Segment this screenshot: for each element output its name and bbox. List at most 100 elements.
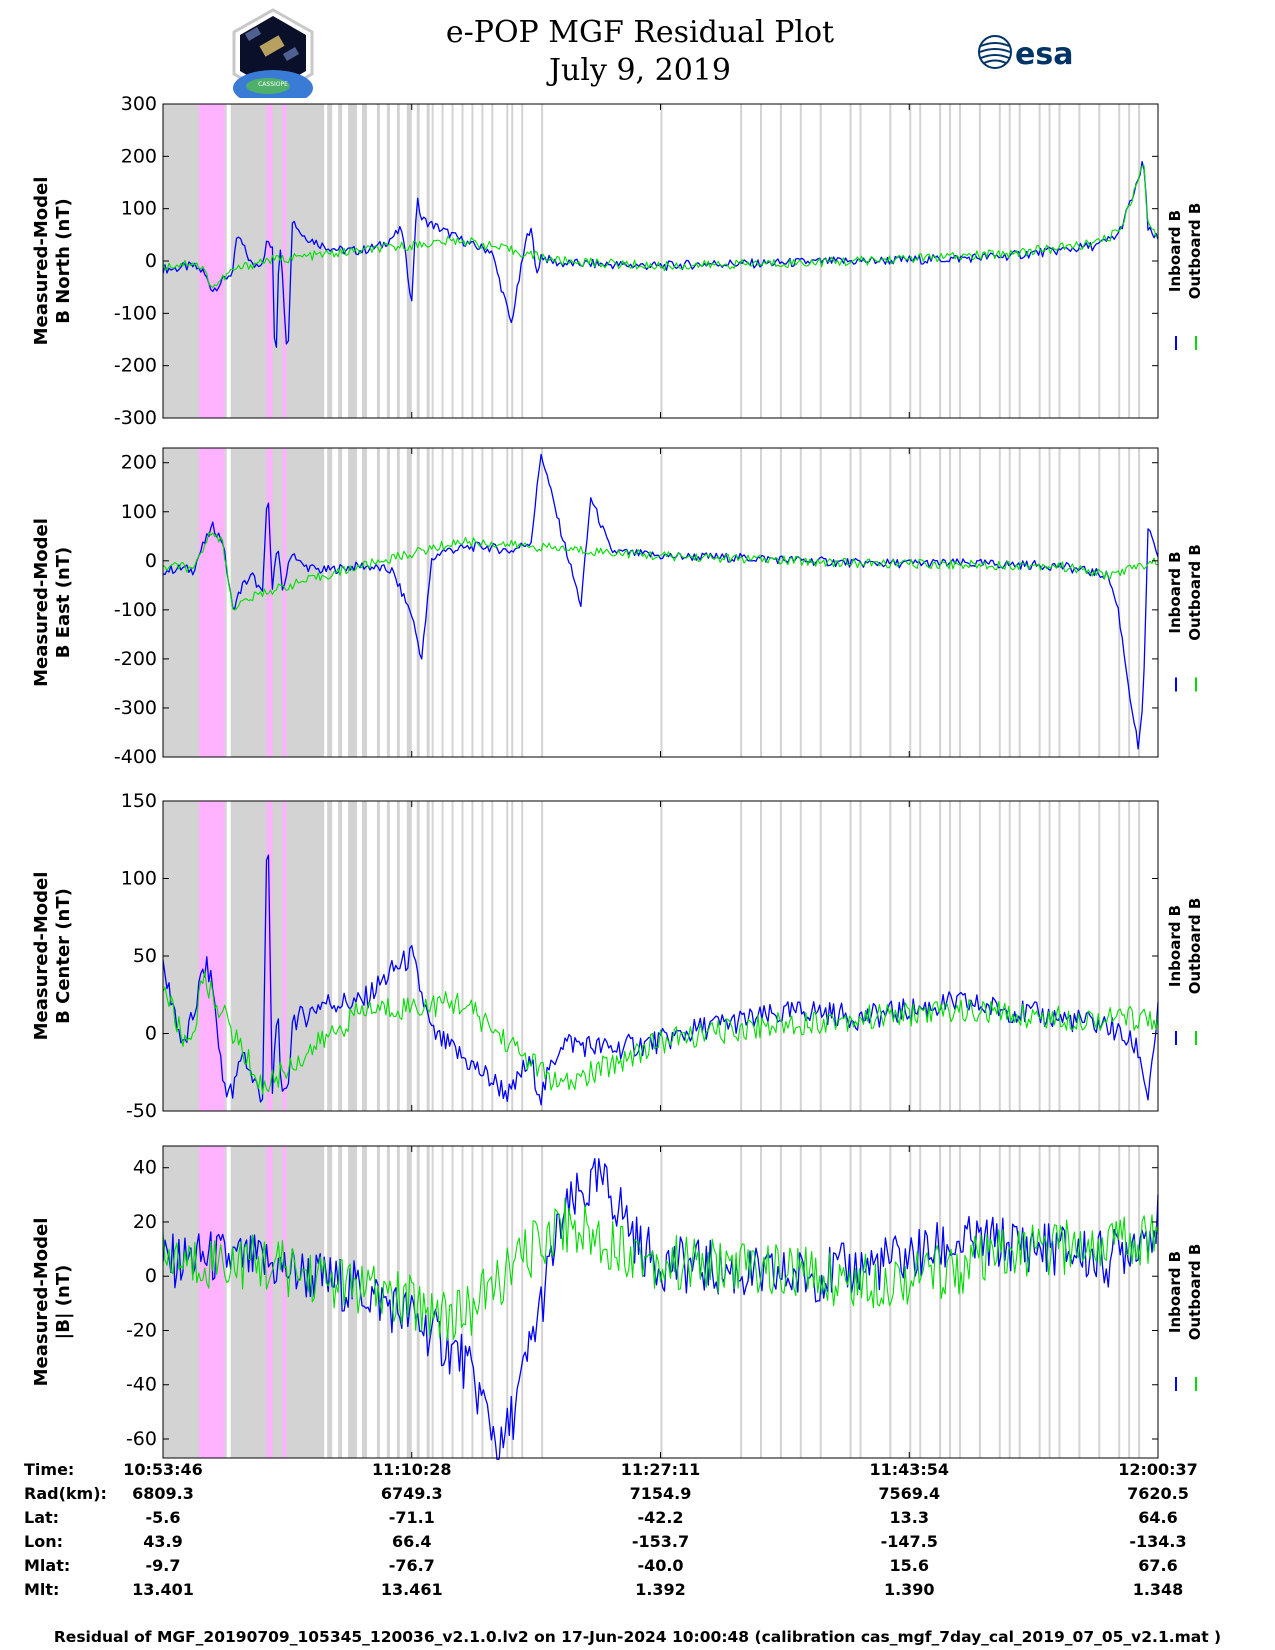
esa-logo-text: esa	[1015, 37, 1073, 72]
data-gap-band	[348, 801, 358, 1111]
data-gap-line	[978, 801, 981, 1111]
data-gap-line	[1128, 801, 1131, 1111]
data-gap-band	[451, 1146, 454, 1458]
data-gap-line	[779, 104, 782, 418]
y-tick-label: 0	[145, 1023, 157, 1045]
data-gap-band	[386, 104, 390, 418]
data-gap-band	[362, 801, 367, 1111]
data-gap-line	[1058, 448, 1061, 757]
data-gap-band	[327, 448, 333, 757]
data-gap-band	[348, 104, 358, 418]
data-gap-line	[511, 104, 514, 418]
data-gap-line	[1138, 801, 1141, 1111]
data-gap-band	[396, 448, 400, 757]
data-gap-line	[1008, 801, 1011, 1111]
panel-3: 150 100 50 0 -50 Measured-ModelB Center (nT) I…	[31, 790, 1204, 1122]
data-gap-band	[338, 801, 343, 1111]
info-cell: 12:00:37	[1118, 1460, 1198, 1479]
info-cell: 7569.4	[878, 1484, 941, 1503]
data-gap-line	[949, 801, 952, 1111]
data-gap-line	[998, 801, 1001, 1111]
data-gap-band	[431, 104, 434, 418]
esa-globe-icon	[978, 35, 1012, 69]
data-gap-line	[889, 448, 892, 757]
data-gap-line	[1098, 448, 1101, 757]
data-gap-line	[1048, 1146, 1051, 1458]
info-cell: 43.9	[143, 1532, 183, 1551]
data-gap-line	[660, 448, 663, 757]
data-gap-line	[978, 448, 981, 757]
data-gap-line	[1038, 104, 1041, 418]
inboard-series-line	[162, 1157, 1159, 1460]
data-gap-line	[740, 1146, 743, 1458]
info-row-label: Time:	[24, 1460, 75, 1479]
logo-caption: CASSIOPE	[258, 81, 288, 88]
info-cell: -147.5	[880, 1532, 938, 1551]
y-axis-label: Measured-ModelB East (nT)	[31, 518, 74, 687]
panel-1: 300 200 100 0 -100 -200 -300 Measured-ModelB No…	[31, 93, 1204, 429]
data-gap-line	[1118, 1146, 1121, 1458]
data-gap-band	[327, 1146, 333, 1458]
y-tick-label: 200	[121, 452, 157, 474]
data-gap-band	[338, 448, 343, 757]
data-gap-line	[521, 801, 524, 1111]
data-gap-line	[859, 448, 862, 757]
cassiope-mission-logo: CASSIOPE	[232, 8, 314, 98]
data-gap-band	[451, 448, 454, 757]
data-gap-band	[491, 801, 494, 1111]
data-gap-line	[959, 448, 961, 757]
data-gap-line	[521, 448, 524, 757]
data-gap-line	[849, 1146, 852, 1458]
legend-outboard-label: Outboard B	[1186, 898, 1204, 995]
data-gap-line	[799, 801, 802, 1111]
info-cell: 13.3	[889, 1508, 929, 1527]
data-gap-line	[909, 448, 912, 757]
data-gap-line	[1018, 448, 1021, 757]
data-gap-line	[1048, 801, 1051, 1111]
data-gap-band	[386, 801, 390, 1111]
data-gap-band	[491, 104, 494, 418]
data-gap-line	[760, 1146, 762, 1458]
data-gap-band	[481, 104, 484, 418]
data-gap-line	[919, 448, 922, 757]
inboard-series-line	[162, 453, 1159, 750]
eclipse-band	[266, 801, 273, 1111]
data-gap-band	[506, 448, 509, 757]
data-gap-band	[461, 104, 464, 418]
info-cell: 13.461	[380, 1580, 443, 1599]
info-cell: -71.1	[388, 1508, 435, 1527]
legend-inboard-label: Inboard B	[1166, 210, 1184, 292]
data-gap-line	[1048, 448, 1051, 757]
data-gap-line	[819, 448, 822, 757]
eclipse-band	[198, 448, 225, 757]
data-gap-line	[1138, 104, 1141, 418]
data-gap-band	[426, 104, 430, 418]
data-gap-band	[386, 1146, 390, 1458]
info-cell: -76.7	[388, 1556, 435, 1575]
y-axis-label: Measured-ModelB Center (nT)	[31, 872, 74, 1041]
data-gap-line	[1118, 801, 1121, 1111]
data-gap-line	[521, 1146, 524, 1458]
data-gap-band	[506, 104, 509, 418]
data-gap-band	[230, 104, 325, 418]
inboard-series-line	[162, 160, 1159, 348]
eclipse-band	[282, 801, 287, 1111]
data-gap-band	[426, 448, 430, 757]
data-gap-band	[426, 1146, 430, 1458]
data-gap-line	[1078, 104, 1081, 418]
data-gap-line	[1008, 448, 1011, 757]
esa-logo: esa	[978, 35, 1073, 72]
info-row-label: Rad(km):	[24, 1484, 107, 1503]
data-gap-band	[461, 801, 464, 1111]
data-gap-line	[1048, 104, 1051, 418]
data-gap-line	[740, 801, 743, 1111]
y-tick-label: 0	[145, 550, 157, 572]
data-gap-line	[511, 801, 514, 1111]
y-tick-label: -400	[114, 746, 157, 768]
legend: Inboard B Outboard B	[1166, 544, 1204, 692]
info-cell: 11:27:11	[620, 1460, 701, 1479]
eclipse-band	[266, 448, 273, 757]
data-gap-band	[481, 1146, 484, 1458]
data-gap-line	[1078, 448, 1081, 757]
